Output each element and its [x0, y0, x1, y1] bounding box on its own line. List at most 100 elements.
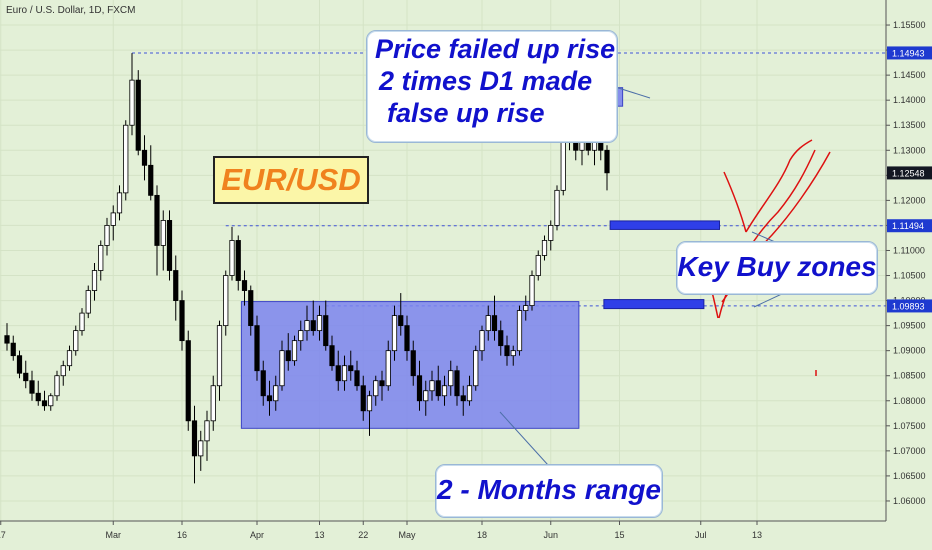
candle-body-bull	[110, 212, 116, 226]
candle-body-bear	[310, 320, 316, 332]
candle-body-bull	[316, 315, 323, 332]
candle-body-bull	[429, 380, 435, 392]
candle-body-bull	[160, 220, 166, 246]
candle-body-bull	[291, 340, 298, 362]
range-box	[240, 301, 580, 429]
candle-body-bear	[4, 335, 10, 344]
candle-body-bear	[35, 392, 41, 402]
candle-body-bull	[98, 245, 104, 271]
y-tick-label: 1.15500	[893, 20, 926, 30]
candle-body-bull	[54, 375, 60, 397]
candle-body-bull	[216, 325, 223, 387]
candle-body-bear	[404, 325, 410, 352]
x-tick-label: Apr	[250, 530, 264, 540]
red-stroke-2	[723, 139, 813, 233]
connector-range	[499, 411, 549, 466]
candle-body-bull	[91, 270, 98, 291]
candle-body-bull	[48, 395, 54, 407]
callout-failed-rise: Price failed up rise 2 times D1 made fal…	[366, 30, 618, 143]
y-tick-label: 1.07500	[893, 421, 926, 431]
candle-body-bull	[535, 255, 541, 276]
buy-zone-bar	[609, 220, 720, 230]
candle-body-bull	[279, 350, 285, 387]
callout-range: 2 - Months range	[435, 464, 663, 518]
candle-body-bull	[66, 350, 73, 367]
candle-body-bull	[229, 240, 235, 276]
candle-body-bull	[366, 395, 373, 412]
candle-body-bull	[391, 315, 398, 352]
candle-body-bear	[604, 149, 610, 174]
candle-body-bull	[341, 365, 348, 382]
y-tick-label: 1.12000	[893, 195, 926, 205]
time-axis[interactable]: 17 Mar 16 Apr 13 22 May 18 Jun 15 Jul 13	[0, 520, 886, 540]
candle-body-bull	[529, 275, 535, 306]
candle-body-bull	[516, 310, 523, 352]
candle-body-bull	[466, 385, 473, 402]
price-tag-label: 1.14943	[892, 48, 925, 58]
candle-body-bear	[460, 395, 466, 402]
x-tick-label: 18	[477, 530, 487, 540]
candle-body-bear	[491, 315, 498, 332]
callout-line-3: false up rise	[387, 98, 545, 128]
y-tick-label: 1.08000	[893, 396, 926, 406]
candle-body-bull	[273, 385, 279, 402]
callout-key-zones: Key Buy zones	[676, 241, 878, 295]
candle-body-bear	[173, 270, 179, 301]
y-tick-label: 1.11000	[893, 245, 925, 255]
candle-body-bull	[298, 330, 304, 342]
candle-body-bear	[454, 370, 460, 397]
candle-body-bear	[379, 380, 385, 387]
callout-line-2: 2 times D1 made	[379, 66, 593, 96]
y-tick-label: 1.06000	[893, 496, 926, 506]
candle-body-bull	[548, 225, 554, 241]
candle-body-bull	[554, 189, 560, 226]
candle-body-bull	[541, 240, 548, 256]
candle-body-bear	[241, 280, 248, 291]
y-tick-label: 1.06500	[893, 471, 926, 481]
candle-body-bear	[398, 315, 404, 327]
candle-body-bull	[304, 320, 310, 332]
candles[interactable]	[4, 53, 610, 484]
price-tag-bg	[887, 46, 932, 60]
candle-body-bear	[185, 340, 191, 422]
candle-body-bear	[504, 345, 510, 357]
candle-body-bear	[16, 355, 23, 374]
candle-body-bear	[179, 300, 185, 342]
candle-body-bear	[360, 385, 366, 412]
candle-body-bear	[141, 149, 148, 166]
candle-body-bull	[104, 225, 110, 246]
candle-body-bear	[410, 350, 416, 377]
candle-body-bear	[435, 380, 441, 397]
price-tag-bg	[887, 219, 932, 233]
candle-body-bear	[335, 365, 341, 382]
candle-body-bear	[416, 375, 423, 402]
buy-zone-bar	[603, 299, 705, 310]
candle-body-bear	[235, 240, 241, 281]
x-tick-label: 15	[614, 530, 624, 540]
y-tick-label: 1.13000	[893, 145, 926, 155]
candle-body-bear	[41, 400, 48, 407]
x-tick-label: Jun	[543, 530, 558, 540]
candle-body-bull	[210, 385, 216, 422]
x-tick-label: 17	[0, 530, 6, 540]
y-tick-label: 1.14500	[893, 70, 926, 80]
x-tick-label: 13	[752, 530, 762, 540]
price-axis[interactable]: 1.155001.150001.145001.140001.135001.130…	[885, 0, 926, 521]
connector-failed-rise	[611, 85, 651, 99]
candle-body-bull	[485, 315, 491, 332]
candle-body-bear	[248, 290, 254, 327]
candle-body-bull	[385, 350, 391, 387]
x-tick-label: Jul	[695, 530, 707, 540]
candle-body-bull	[560, 139, 566, 191]
x-tick-label: Mar	[106, 530, 122, 540]
candle-body-bull	[123, 124, 129, 194]
candle-body-bear	[348, 365, 354, 372]
y-tick-label: 1.13500	[893, 120, 926, 130]
candle-body-bear	[266, 395, 273, 402]
price-tag-label: 1.11494	[892, 221, 924, 231]
candle-body-bear	[498, 330, 504, 347]
candle-body-bull	[223, 275, 229, 327]
symbol-label: Euro / U.S. Dollar, 1D, FXCM	[6, 5, 136, 16]
